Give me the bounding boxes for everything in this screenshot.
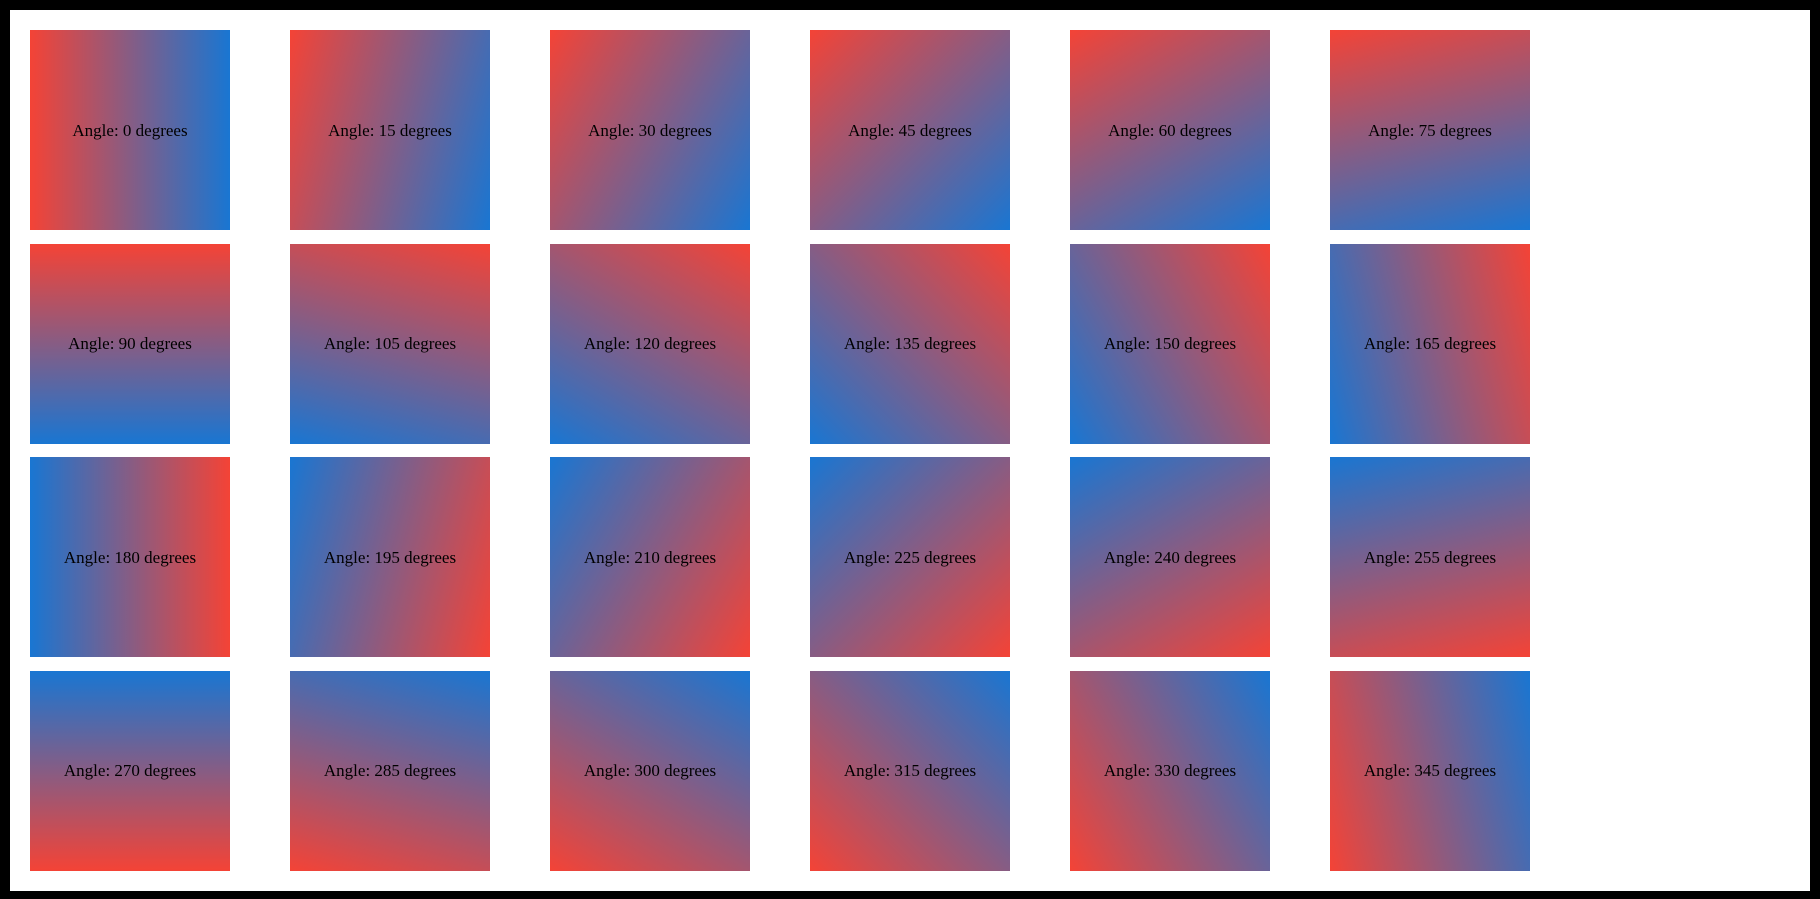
gradient-square-240: Angle: 240 degrees [1070, 457, 1270, 657]
square-angle-label: Angle: 270 degrees [63, 761, 197, 780]
gradient-square-105: Angle: 105 degrees [290, 243, 490, 444]
gradient-square-270: Angle: 270 degrees [30, 670, 230, 871]
gradient-square-180: Angle: 180 degrees [30, 457, 230, 657]
gradient-square-120: Angle: 120 degrees [550, 243, 750, 444]
square-angle-label: Angle: 255 degrees [1363, 547, 1497, 567]
gradient-square-135: Angle: 135 degrees [810, 243, 1010, 444]
gradient-square-30: Angle: 30 degrees [550, 30, 750, 230]
gradient-square-225: Angle: 225 degrees [810, 457, 1010, 657]
gradient-square-210: Angle: 210 degrees [550, 457, 750, 657]
gradient-square-15: Angle: 15 degrees [290, 30, 490, 230]
square-angle-label: Angle: 0 degrees [72, 120, 188, 140]
square-angle-label: Angle: 90 degrees [68, 334, 192, 353]
gradient-square-285: Angle: 285 degrees [290, 670, 490, 871]
square-angle-label: Angle: 120 degrees [583, 334, 717, 353]
square-angle-label: Angle: 45 degrees [848, 120, 972, 140]
square-angle-label: Angle: 240 degrees [1103, 547, 1237, 567]
square-angle-label: Angle: 225 degrees [843, 547, 977, 567]
square-angle-label: Angle: 345 degrees [1363, 761, 1497, 780]
gradient-square-330: Angle: 330 degrees [1070, 670, 1270, 871]
white-canvas: Angle: 0 degrees Angle: 15 degrees Angle… [10, 10, 1810, 891]
square-angle-label: Angle: 165 degrees [1363, 334, 1497, 353]
gradient-square-75: Angle: 75 degrees [1330, 30, 1530, 230]
square-angle-label: Angle: 30 degrees [588, 120, 712, 140]
gradient-square-150: Angle: 150 degrees [1070, 243, 1270, 444]
gradient-square-0: Angle: 0 degrees [30, 30, 230, 230]
square-angle-label: Angle: 315 degrees [843, 761, 977, 780]
gradient-square-45: Angle: 45 degrees [810, 30, 1010, 230]
square-angle-label: Angle: 15 degrees [328, 120, 452, 140]
square-angle-label: Angle: 330 degrees [1103, 761, 1237, 780]
square-angle-label: Angle: 75 degrees [1368, 120, 1492, 140]
square-angle-label: Angle: 60 degrees [1108, 120, 1232, 140]
square-angle-label: Angle: 150 degrees [1103, 334, 1237, 353]
gradient-square-255: Angle: 255 degrees [1330, 457, 1530, 657]
gradient-square-195: Angle: 195 degrees [290, 457, 490, 657]
square-angle-label: Angle: 135 degrees [843, 334, 977, 353]
gradient-square-315: Angle: 315 degrees [810, 670, 1010, 871]
gradient-square-345: Angle: 345 degrees [1330, 670, 1530, 871]
square-angle-label: Angle: 180 degrees [63, 547, 197, 567]
square-angle-label: Angle: 105 degrees [323, 334, 457, 353]
gradient-square-60: Angle: 60 degrees [1070, 30, 1270, 230]
gradient-square-90: Angle: 90 degrees [30, 243, 230, 444]
square-angle-label: Angle: 285 degrees [323, 761, 457, 780]
square-angle-label: Angle: 300 degrees [583, 761, 717, 780]
square-angle-label: Angle: 210 degrees [583, 547, 717, 567]
gradient-square-300: Angle: 300 degrees [550, 670, 750, 871]
square-angle-label: Angle: 195 degrees [323, 547, 457, 567]
gradient-square-165: Angle: 165 degrees [1330, 243, 1530, 444]
gradient-grid: Angle: 0 degrees Angle: 15 degrees Angle… [30, 30, 1530, 871]
